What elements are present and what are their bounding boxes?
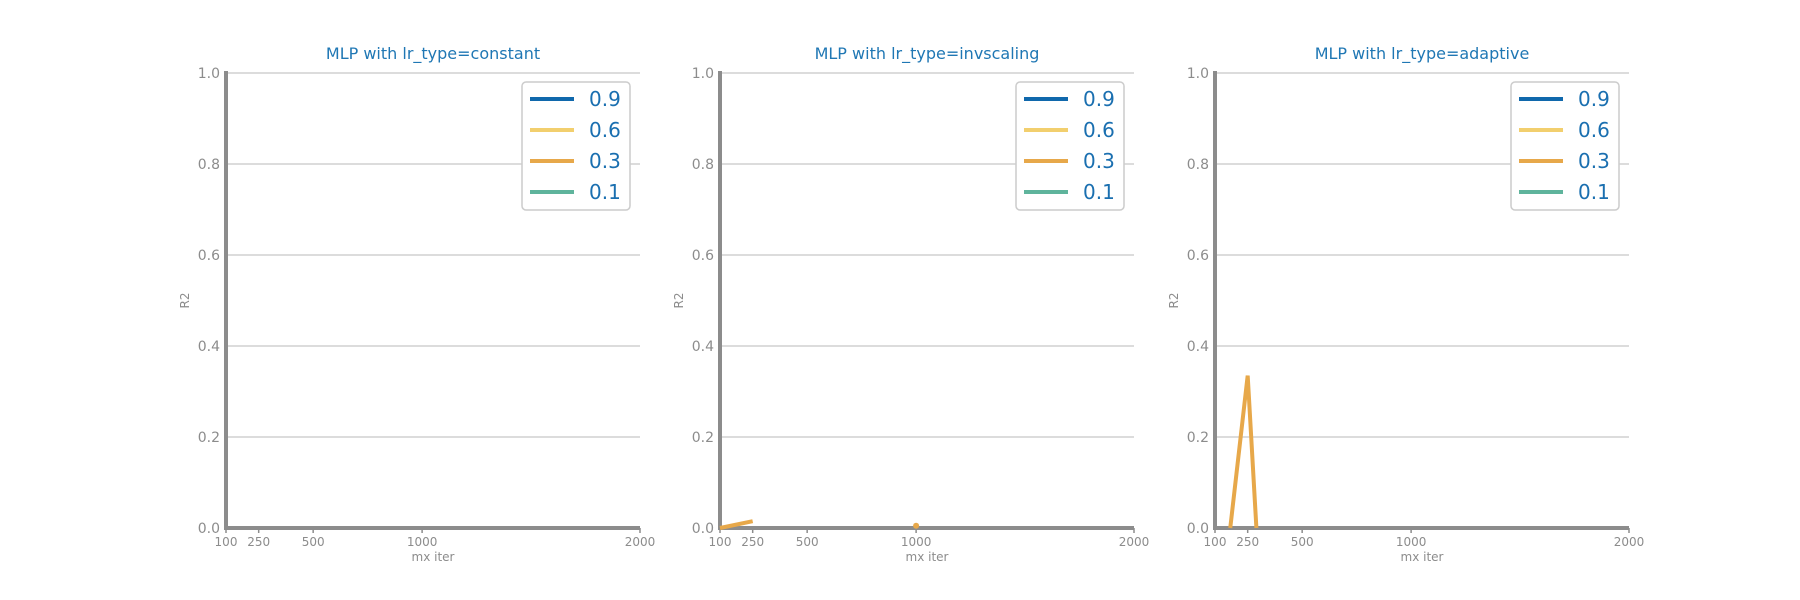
legend-label-0.1: 0.1 (589, 180, 621, 204)
series-point-0.3 (913, 522, 920, 529)
legend-label-0.1: 0.1 (1578, 180, 1610, 204)
y-tick-label: 0.4 (198, 339, 220, 355)
y-axis-label: R2 (1167, 293, 1181, 309)
chart-legend: 0.9 0.6 0.3 0.1 (1510, 81, 1620, 211)
y-tick-label: 0.8 (198, 157, 220, 173)
x-tick-label: 250 (741, 535, 764, 549)
x-tick-label: 500 (302, 535, 325, 549)
legend-label-0.3: 0.3 (1578, 149, 1610, 173)
chart-panel-3: 0.0 0.2 0.4 0.6 0.8 1.0 100 250 500 1000 2000 MLP w… (1167, 44, 1644, 564)
chart-panel-1: 0.0 0.2 0.4 0.6 0.8 1.0 100 250 500 1000 2000 MLP w… (178, 44, 655, 564)
y-axis-label: R2 (178, 293, 192, 309)
x-axis-label: mx iter (906, 550, 949, 564)
y-tick-label: 0.0 (692, 521, 714, 537)
chart-legend: 0.9 0.6 0.3 0.1 (521, 81, 631, 211)
legend-label-0.6: 0.6 (589, 118, 621, 142)
chart-title: MLP with lr_type=constant (326, 44, 540, 64)
legend-label-0.1: 0.1 (1083, 180, 1115, 204)
legend-label-0.6: 0.6 (1578, 118, 1610, 142)
x-axis-label: mx iter (1401, 550, 1444, 564)
legend-label-0.9: 0.9 (1578, 87, 1610, 111)
y-tick-label: 0.6 (1187, 248, 1209, 264)
x-tick-label: 1000 (407, 535, 438, 549)
legend-label-0.9: 0.9 (589, 87, 621, 111)
y-tick-label: 1.0 (198, 66, 220, 82)
y-tick-label: 0.4 (1187, 339, 1209, 355)
chart-title: MLP with lr_type=adaptive (1315, 44, 1530, 64)
chart-legend: 0.9 0.6 0.3 0.1 (1015, 81, 1125, 211)
legend-label-0.3: 0.3 (1083, 149, 1115, 173)
y-axis-label: R2 (672, 293, 686, 309)
x-tick-label: 500 (796, 535, 819, 549)
y-tick-label: 0.0 (198, 521, 220, 537)
chart-title: MLP with lr_type=invscaling (815, 44, 1040, 64)
legend-box (521, 81, 631, 211)
series-line-0.3 (719, 519, 754, 530)
y-tick-label: 0.0 (1187, 521, 1209, 537)
series-line-0.3 (1228, 375, 1259, 529)
legend-label-0.6: 0.6 (1083, 118, 1115, 142)
chart-panel-2: 0.0 0.2 0.4 0.6 0.8 1.0 100 250 500 1000 2000 MLP w… (672, 44, 1149, 564)
x-tick-label: 250 (1236, 535, 1259, 549)
y-tick-label: 0.8 (1187, 157, 1209, 173)
y-tick-label: 0.4 (692, 339, 714, 355)
x-tick-label: 100 (1204, 535, 1227, 549)
x-tick-label: 2000 (1119, 535, 1150, 549)
y-tick-label: 0.6 (198, 248, 220, 264)
legend-label-0.3: 0.3 (589, 149, 621, 173)
y-tick-label: 0.2 (1187, 430, 1209, 446)
x-tick-label: 250 (247, 535, 270, 549)
y-tick-label: 1.0 (692, 66, 714, 82)
x-tick-label: 2000 (1614, 535, 1645, 549)
x-axis-label: mx iter (412, 550, 455, 564)
y-tick-label: 0.2 (692, 430, 714, 446)
y-tick-label: 0.8 (692, 157, 714, 173)
x-tick-label: 100 (215, 535, 238, 549)
legend-box (1510, 81, 1620, 211)
x-tick-label: 100 (709, 535, 732, 549)
legend-box (1015, 81, 1125, 211)
y-tick-label: 0.2 (198, 430, 220, 446)
x-tick-label: 500 (1291, 535, 1314, 549)
legend-label-0.9: 0.9 (1083, 87, 1115, 111)
x-tick-label: 1000 (901, 535, 932, 549)
x-tick-label: 2000 (625, 535, 656, 549)
y-tick-label: 1.0 (1187, 66, 1209, 82)
x-tick-label: 1000 (1396, 535, 1427, 549)
y-tick-label: 0.6 (692, 248, 714, 264)
